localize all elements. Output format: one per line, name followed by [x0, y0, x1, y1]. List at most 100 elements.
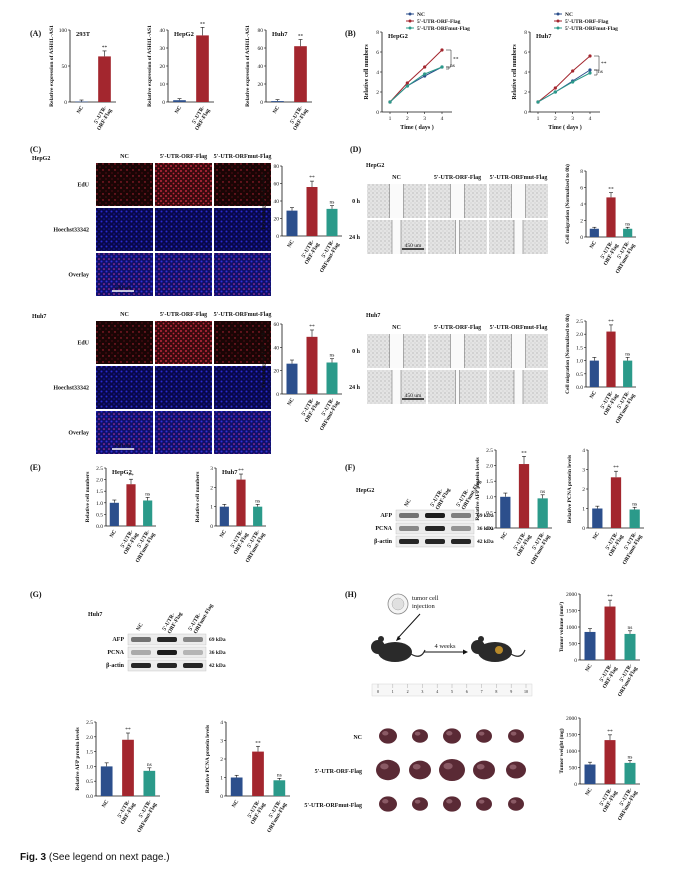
- scratch-gap: [511, 334, 526, 368]
- y-tick-label: 40: [160, 28, 166, 34]
- y-tick-label: 8: [580, 169, 583, 175]
- column-header: NC: [392, 175, 401, 181]
- category-label-line: NC: [109, 529, 118, 539]
- category-label-line: NC: [585, 787, 594, 797]
- y-tick-label: 20: [274, 369, 280, 375]
- y-tick-label: 4: [582, 448, 585, 454]
- bar-2: [623, 228, 633, 237]
- bar-2: [623, 360, 633, 387]
- panel-c-chart-1: 0 20 40 60 Percentage of EdU+cells NC ** 5'-UTR…: [261, 322, 342, 432]
- legend-marker: [408, 12, 412, 16]
- cell-dish-inner: [391, 597, 405, 611]
- y-tick-label: 0.0: [486, 526, 493, 532]
- image-tile: [214, 366, 271, 409]
- y-tick-label: 20: [258, 82, 264, 88]
- y-tick-label: 20: [160, 64, 166, 70]
- tumor-specimen: [476, 729, 492, 743]
- blot-band: [451, 539, 471, 544]
- column-header: NC: [120, 154, 129, 160]
- panel-a-chart-1: 0 10 20 30 40 Relative expression of ASH1L-AS…: [147, 21, 214, 132]
- significance-mark: ns: [598, 69, 603, 75]
- y-tick-label: 40: [258, 64, 264, 70]
- chart-title: 293T: [76, 31, 91, 38]
- band-kda: 42 kDa: [209, 663, 226, 669]
- blot-band: [183, 637, 203, 642]
- y-tick-label: 1.5: [96, 489, 103, 495]
- panel-d-cell-label: Huh7: [366, 313, 380, 319]
- row-label: Overlay: [68, 273, 89, 279]
- bar-2: [143, 770, 156, 796]
- y-tick-label: 500: [569, 642, 578, 648]
- y-axis-label: Relative PCNA protein levels: [205, 725, 211, 793]
- series-point: [588, 71, 592, 75]
- panel-c-grid-0: NC 5'-UTR-ORF-Flag 5'-UTR-ORFmut-Flag EdU Ho…: [53, 154, 271, 296]
- series-point: [440, 48, 444, 52]
- panel-letter-c: (C): [30, 145, 41, 154]
- chart-title: Huh7: [222, 469, 238, 476]
- series-point: [571, 69, 575, 73]
- tumor-highlight: [380, 763, 389, 770]
- panel-g-blot: Huh7 NC 5'-UTR-ORF-Flag 5'-UTR-ORFmut-Flag A…: [88, 603, 226, 672]
- y-tick-label: 0: [260, 100, 263, 106]
- y-tick-label: 3: [220, 739, 223, 745]
- tumor-highlight: [414, 731, 421, 736]
- category-label-line: NC: [589, 390, 598, 400]
- significance-mark: ns: [330, 353, 335, 359]
- panel-d-grid-0: NC 5'-UTR-ORF-Flag 5'-UTR-ORFmut-Flag 0 h 24…: [349, 175, 548, 254]
- tumor-row-label: 5'-UTR-ORF-Flag: [315, 769, 362, 775]
- scratch-gap: [450, 334, 465, 368]
- blot-band: [157, 637, 177, 642]
- ruler-label: 3: [421, 689, 423, 694]
- significance-mark: **: [125, 727, 131, 733]
- legend-marker: [556, 12, 560, 16]
- column-header: NC: [120, 312, 129, 318]
- ruler-label: 9: [510, 689, 512, 694]
- category-label-line: NC: [219, 529, 228, 539]
- scratch-gap: [455, 220, 460, 254]
- y-tick-label: 30: [160, 46, 166, 52]
- tumor-specimen: [508, 729, 524, 743]
- y-tick-label: 60: [274, 322, 280, 328]
- category-label-line: NC: [76, 105, 85, 115]
- series-point: [405, 84, 409, 88]
- injection-label: tumor cell: [412, 595, 439, 602]
- ruler-label: 5: [451, 689, 453, 694]
- y-axis-label: Cell migration (Normalized to 0h): [564, 164, 571, 244]
- chart-title: Huh7: [536, 33, 552, 40]
- column-header: 5'-UTR-ORF-Flag: [434, 325, 481, 331]
- blot-band: [451, 526, 471, 531]
- ruler-label: 4: [436, 689, 438, 694]
- y-tick-label: 1: [210, 505, 213, 511]
- category-label: NC: [101, 799, 110, 809]
- y-tick-label: 3: [582, 468, 585, 474]
- mouse-tail: [510, 649, 526, 657]
- category-label: 5'-UTR-ORF-Flag: [228, 529, 250, 556]
- significance-mark: **: [238, 468, 244, 474]
- tumor-specimen: [412, 729, 428, 743]
- legend-label: NC: [565, 12, 573, 18]
- category-label: 5'-UTR-ORF-Flag: [118, 529, 140, 556]
- category-label: 5'-UTR-ORF-Flag: [603, 531, 625, 558]
- bar-1: [306, 187, 318, 236]
- y-tick-label: 4: [580, 202, 583, 208]
- bracket: [594, 55, 600, 71]
- significance-mark: **: [601, 61, 607, 67]
- image-tile: [96, 163, 153, 206]
- y-tick-label: 2.5: [486, 448, 493, 454]
- bar-2: [326, 362, 338, 394]
- series-point: [588, 54, 592, 58]
- y-tick-label: 2.5: [96, 466, 103, 472]
- blot-band: [451, 513, 471, 518]
- band-name: β-actin: [106, 663, 124, 669]
- lane-label: NC: [136, 622, 145, 632]
- category-label: NC: [500, 531, 509, 541]
- y-tick-label: 1.0: [486, 495, 493, 501]
- category-label: NC: [287, 239, 296, 249]
- y-tick-label: 10: [160, 82, 166, 88]
- panel-letter-h: (H): [345, 590, 357, 599]
- tumor-highlight: [446, 799, 453, 804]
- x-tick-label: 3: [423, 116, 426, 122]
- category-label: NC: [76, 105, 85, 115]
